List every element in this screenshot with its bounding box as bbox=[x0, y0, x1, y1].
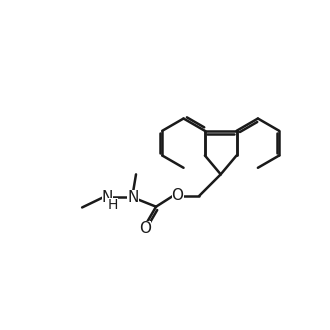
Text: O: O bbox=[172, 188, 183, 203]
Text: H: H bbox=[108, 198, 118, 212]
Text: N: N bbox=[102, 190, 113, 205]
Text: O: O bbox=[139, 221, 151, 236]
Text: N: N bbox=[127, 190, 139, 205]
